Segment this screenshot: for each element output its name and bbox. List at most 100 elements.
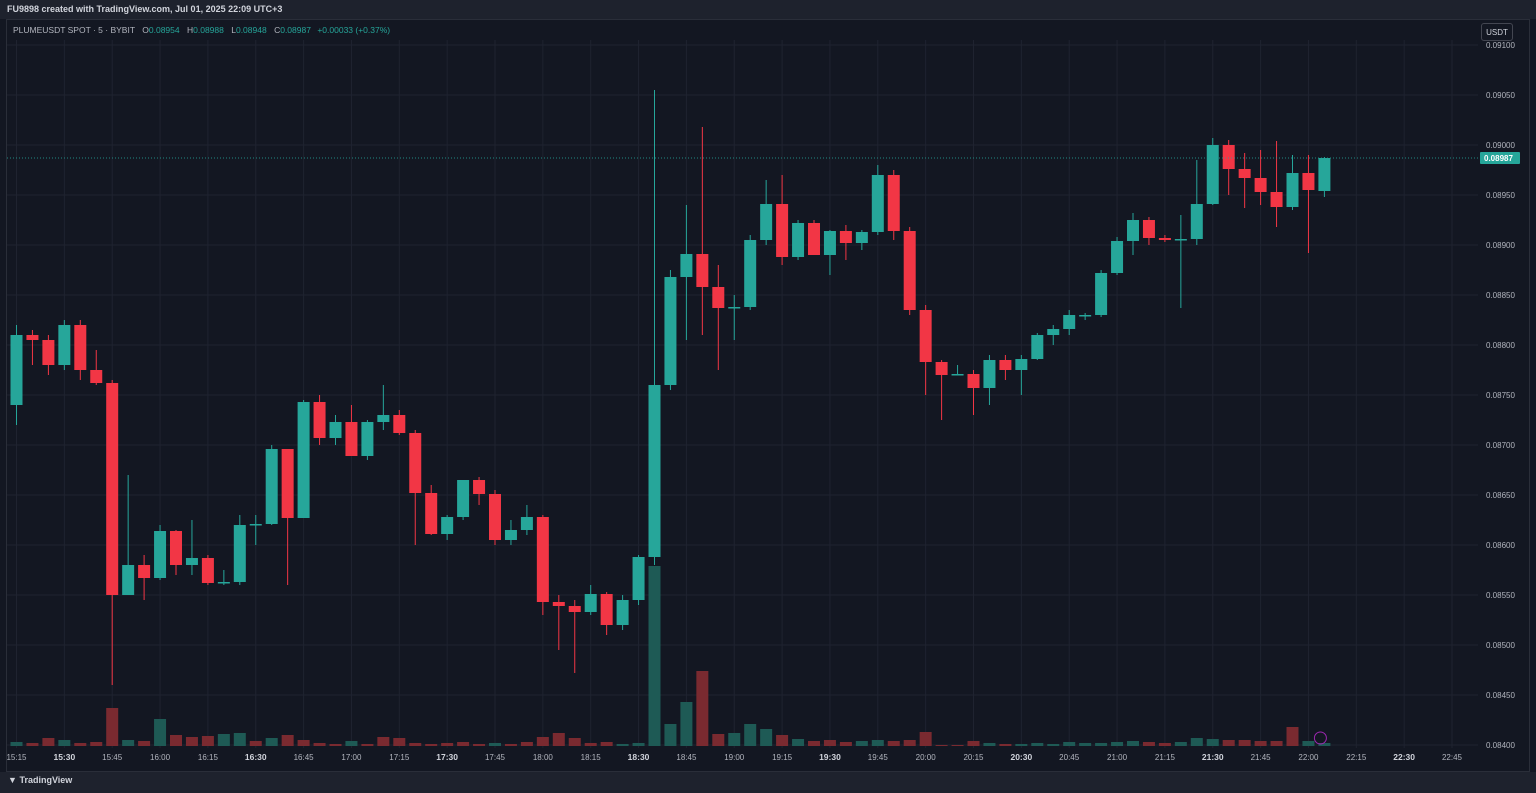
volume-bar [425, 744, 438, 746]
legend-change: +0.00033 (+0.37%) [317, 25, 391, 35]
x-tick-label: 20:00 [916, 753, 937, 762]
candle-body [760, 204, 773, 240]
candle-body [887, 175, 900, 231]
last-price-badge [1480, 152, 1520, 164]
candle-body [90, 370, 103, 383]
candle-body [185, 558, 198, 565]
candle-body [201, 558, 214, 583]
candle-body [871, 175, 884, 232]
volume-bar [1238, 740, 1251, 746]
currency-button[interactable]: USDT [1481, 23, 1513, 41]
candle-body [154, 531, 167, 578]
candle-body [1222, 145, 1235, 169]
legend-open-label: O [142, 25, 149, 35]
candle-body [935, 362, 948, 375]
volume-bar [999, 744, 1012, 746]
x-tick-label: 17:15 [389, 753, 410, 762]
candle-body [967, 374, 980, 388]
volume-bar [249, 741, 262, 746]
candle-body [520, 517, 533, 530]
candle-body [1111, 241, 1124, 273]
candle-body [919, 310, 932, 362]
y-tick-label: 0.08600 [1486, 541, 1515, 550]
y-tick-label: 0.09050 [1486, 91, 1515, 100]
candle-body [1206, 145, 1219, 204]
candle-body [951, 374, 964, 376]
symbol-legend: PLUMEUSDT SPOT · 5 · BYBIT O0.08954 H0.0… [13, 25, 390, 35]
candle-body [744, 240, 757, 307]
candle-body [138, 565, 151, 578]
y-tick-label: 0.08400 [1486, 741, 1515, 750]
x-tick-label: 19:30 [819, 752, 841, 762]
candle-body [42, 340, 55, 365]
candle-body [855, 232, 868, 243]
volume-bar [744, 724, 757, 746]
candle-body [1302, 173, 1315, 190]
volume-bar [536, 737, 549, 746]
x-tick-label: 22:45 [1442, 753, 1463, 762]
x-tick-label: 20:30 [1010, 752, 1032, 762]
x-tick-label: 18:00 [533, 753, 554, 762]
candle-body [808, 223, 820, 255]
candle-body [409, 433, 422, 493]
volume-bar [1174, 742, 1187, 746]
volume-bar [217, 734, 230, 746]
volume-bar [106, 708, 119, 746]
candle-body [696, 254, 709, 287]
candle-body [504, 530, 517, 540]
volume-bar [170, 735, 182, 746]
volume-bar [967, 741, 980, 746]
volume-bar [185, 737, 198, 746]
volume-bar [887, 741, 900, 746]
candle-body [999, 360, 1012, 370]
volume-bar [903, 740, 916, 746]
x-tick-label: 15:15 [6, 753, 27, 762]
candle-body [584, 594, 597, 612]
candle-body [249, 524, 262, 526]
volume-bar [90, 742, 103, 746]
candle-body [792, 223, 805, 257]
candle-body [489, 494, 501, 540]
candle-body [552, 602, 565, 606]
volume-bar [552, 733, 565, 746]
volume-bar [728, 733, 741, 746]
x-tick-label: 17:00 [341, 753, 362, 762]
candle-body [457, 480, 470, 517]
volume-bar [839, 742, 852, 746]
volume-bar [1142, 742, 1155, 746]
volume-bar [361, 744, 374, 746]
x-tick-label: 16:30 [245, 752, 267, 762]
x-tick-label: 18:45 [676, 753, 697, 762]
x-tick-label: 22:30 [1393, 752, 1415, 762]
volume-bar [329, 744, 342, 746]
x-tick-label: 18:30 [628, 752, 650, 762]
x-tick-label: 22:00 [1298, 753, 1319, 762]
volume-bar [983, 743, 996, 746]
candle-body [728, 307, 741, 309]
volume-bar [664, 724, 677, 746]
legend-high: 0.08988 [193, 25, 224, 35]
legend-close: 0.08987 [280, 25, 311, 35]
y-tick-label: 0.08750 [1486, 391, 1515, 400]
candle-body [1079, 315, 1092, 317]
credit-bar: FU9898 created with TradingView.com, Jul… [0, 0, 1536, 19]
volume-bar [1063, 742, 1076, 746]
volume-bar [1079, 743, 1092, 746]
legend-close-label: C [274, 25, 281, 35]
volume-bar [313, 743, 326, 746]
volume-bar [760, 729, 773, 746]
candle-body [170, 531, 182, 565]
y-tick-label: 0.08500 [1486, 641, 1515, 650]
volume-bar [951, 745, 964, 746]
volume-bar [935, 745, 948, 746]
candle-body [441, 517, 454, 534]
x-tick-label: 21:45 [1251, 753, 1272, 762]
candle-body [839, 231, 852, 243]
volume-bar [1286, 727, 1299, 746]
candle-body [1095, 273, 1108, 315]
x-tick-label: 15:30 [53, 752, 75, 762]
candle-body [265, 449, 278, 524]
x-tick-label: 19:45 [868, 753, 889, 762]
x-tick-label: 18:15 [581, 753, 602, 762]
